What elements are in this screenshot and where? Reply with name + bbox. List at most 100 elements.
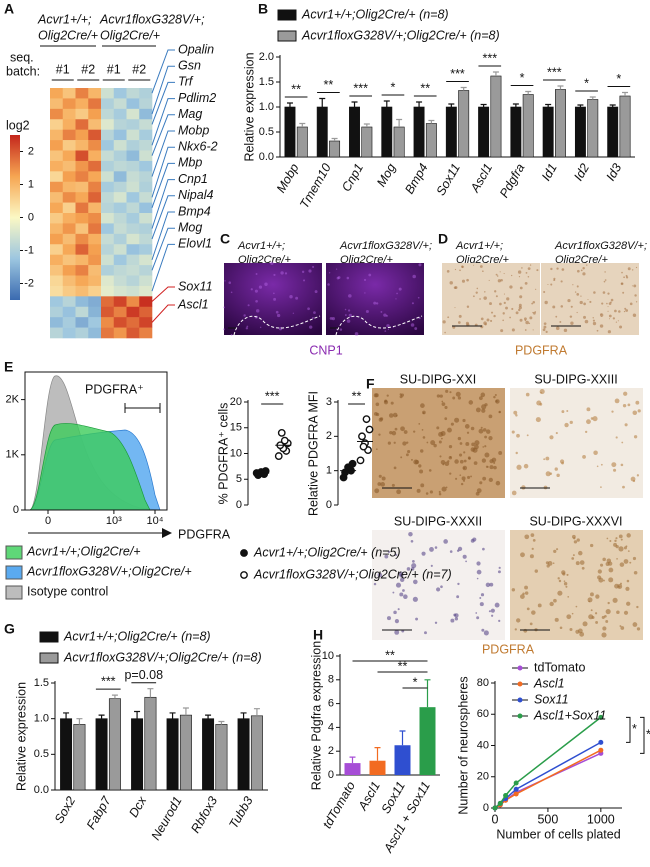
x-tick-label: Tubb3	[226, 794, 255, 831]
texture	[614, 398, 620, 404]
texture	[394, 629, 400, 635]
gene-connector	[151, 98, 175, 146]
texture	[284, 272, 288, 275]
texture	[549, 601, 554, 607]
heatmap-cell	[139, 213, 153, 224]
flow-histogram	[29, 375, 161, 511]
texture	[468, 400, 474, 405]
texture	[592, 321, 597, 326]
heatmap-cell	[126, 285, 140, 297]
micrograph	[224, 263, 322, 335]
texture	[331, 317, 335, 321]
texture	[572, 554, 575, 557]
heatmap-cell	[101, 327, 115, 339]
texture	[421, 551, 426, 556]
texture	[511, 588, 516, 592]
data-point	[362, 415, 371, 424]
texture	[637, 409, 641, 413]
heatmap-cell	[139, 150, 153, 162]
texture	[571, 557, 575, 560]
texture	[573, 540, 578, 544]
texture	[503, 293, 505, 295]
texture	[543, 485, 548, 490]
legend-swatch	[5, 545, 23, 560]
heatmap-cell	[139, 202, 153, 214]
x-tick-label: Cnp1	[339, 161, 366, 194]
heatmap-cell	[88, 171, 102, 183]
texture	[523, 628, 528, 633]
heatmap-cell	[50, 223, 64, 235]
heatmap-cell	[62, 192, 76, 203]
texture	[418, 423, 421, 425]
texture	[559, 321, 562, 323]
texture	[595, 594, 600, 599]
texture	[587, 299, 589, 301]
texture	[616, 610, 620, 615]
texture	[611, 410, 614, 413]
heatmap-cell	[113, 202, 127, 214]
texture	[582, 272, 586, 276]
heatmap-cell	[75, 285, 89, 297]
texture	[273, 292, 275, 295]
texture	[439, 394, 443, 398]
texture	[399, 592, 404, 597]
gene-label: Trf	[178, 75, 194, 89]
texture	[411, 563, 417, 569]
texture	[393, 466, 397, 470]
heatmap-cell	[75, 119, 89, 130]
texture	[327, 283, 330, 286]
heatmap-cell	[139, 181, 153, 193]
texture	[575, 629, 580, 634]
y-tick-label: 2.0	[259, 51, 274, 63]
heatmap-cell	[101, 98, 115, 110]
y-axis-label: % PDGFRA⁺ cells	[216, 403, 230, 505]
heatmap-cell	[113, 223, 127, 235]
heatmap-cell	[113, 244, 127, 255]
texture	[458, 314, 462, 318]
texture	[579, 560, 585, 565]
texture	[481, 458, 487, 463]
heatmap-cell	[88, 265, 102, 276]
texture	[606, 302, 608, 305]
texture	[450, 618, 455, 623]
texture	[635, 301, 638, 303]
texture	[562, 572, 566, 576]
heatmap-cell	[75, 327, 89, 339]
heatmap-cell	[62, 108, 76, 120]
texture	[517, 270, 522, 274]
bar	[555, 89, 566, 158]
heatmap-cell	[126, 119, 140, 130]
texture	[529, 554, 534, 559]
heatmap-cell	[50, 88, 64, 99]
texture	[608, 567, 614, 573]
texture	[532, 300, 536, 304]
heatmap-cell	[50, 265, 64, 276]
bar	[490, 75, 502, 158]
texture	[498, 566, 501, 569]
texture	[597, 569, 602, 574]
texture	[395, 298, 397, 300]
texture	[576, 311, 578, 314]
texture	[462, 465, 468, 471]
texture	[618, 585, 621, 588]
bar	[574, 106, 586, 158]
texture	[246, 325, 249, 328]
legend-swatch	[277, 9, 297, 21]
texture	[454, 613, 459, 618]
texture	[457, 396, 462, 400]
texture	[411, 302, 414, 305]
texture	[433, 443, 437, 448]
texture	[534, 311, 537, 313]
texture	[525, 271, 528, 274]
texture	[545, 330, 548, 333]
heatmap-cell	[62, 285, 76, 297]
heatmap-cell	[101, 150, 115, 162]
texture	[524, 591, 529, 595]
data-point	[598, 714, 604, 720]
significance-label: *	[632, 722, 637, 736]
texture	[534, 569, 538, 573]
texture	[518, 306, 522, 310]
heatmap-cell	[101, 192, 115, 203]
heatmap-cell	[50, 119, 64, 130]
heatmap-cell	[113, 140, 127, 151]
